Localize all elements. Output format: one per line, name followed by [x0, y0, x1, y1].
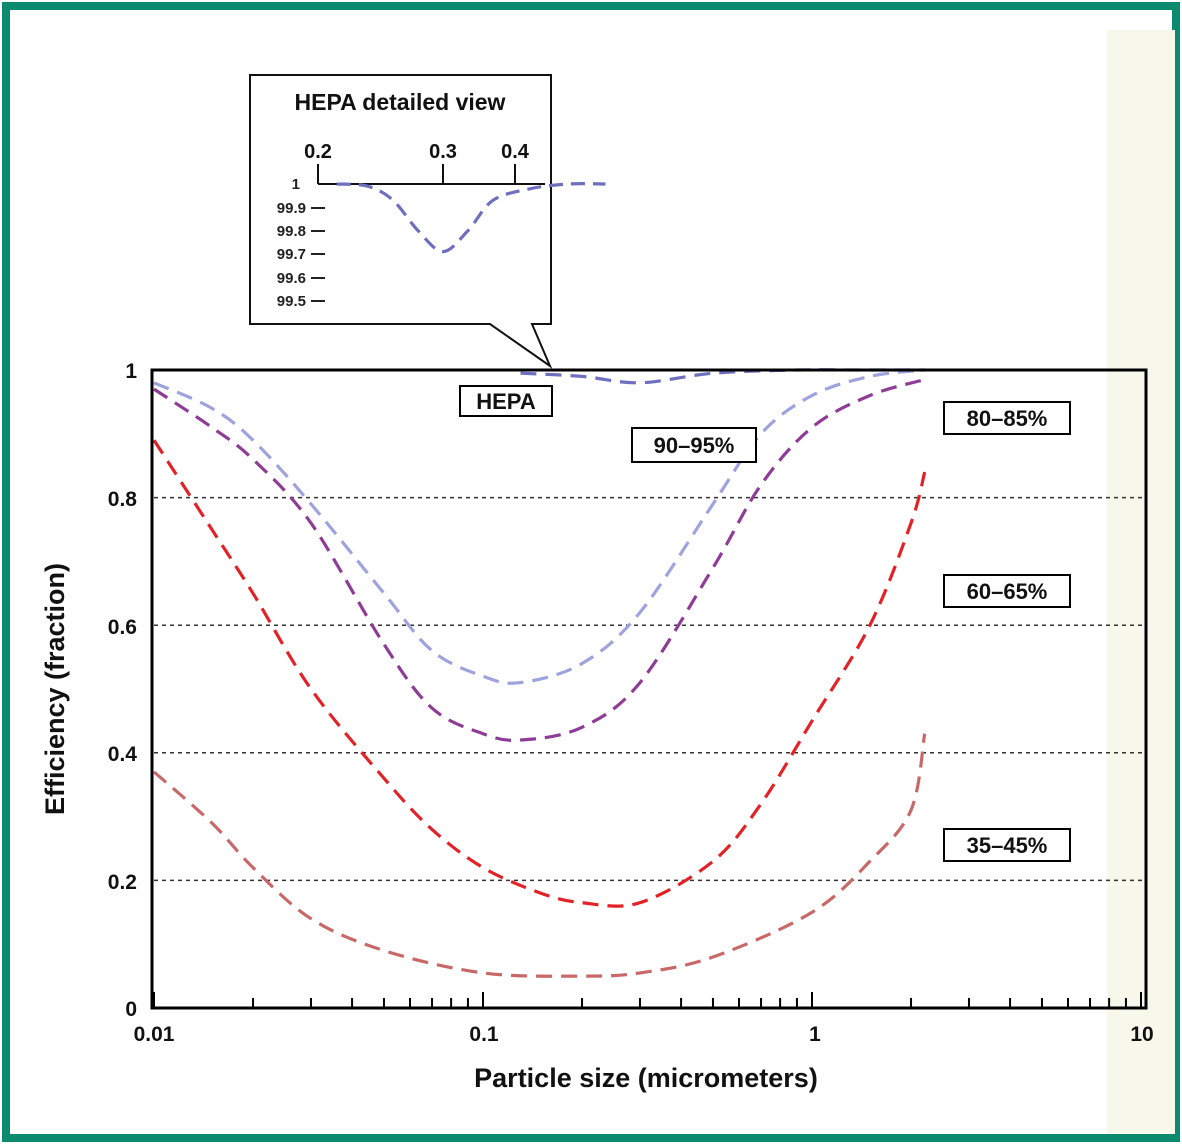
x-tick-labels: 0.01 0.1 1 10: [134, 1023, 1154, 1046]
series-label-35-45-text: 35–45%: [967, 833, 1048, 858]
series-label-90-95-text: 90–95%: [654, 433, 735, 458]
inset-y-tick-label: 99.9: [277, 200, 306, 217]
series-label-60-65-text: 60–65%: [967, 579, 1048, 604]
series-90-95-line: [153, 368, 925, 685]
inset-callout-box: [249, 74, 553, 369]
inset-curve-layer: [336, 182, 606, 254]
x-tick-label: 0.1: [469, 1023, 499, 1046]
inset-y-tick-labels: 1 99.9 99.8 99.7 99.6 99.5: [277, 176, 306, 310]
series-label-hepa-text: HEPA: [476, 389, 536, 414]
series-label-60-65: 60–65%: [943, 574, 1071, 608]
inset-y-tick-label: 1: [292, 176, 300, 193]
y-tick-label: 0.8: [108, 488, 138, 511]
inset-y-tick-label: 99.5: [277, 293, 306, 310]
side-panel: [1107, 30, 1175, 1134]
x-tick-label: 1: [809, 1023, 821, 1046]
series-80-85-line: [153, 378, 926, 742]
inset-y-tick-label: 99.7: [277, 246, 306, 263]
inset-y-tick-label: 99.6: [277, 270, 306, 287]
series-60-65-line: [152, 439, 927, 908]
inset-hepa-curve: [336, 182, 606, 254]
inset-x-tick-labels: 0.2 0.3 0.4: [304, 141, 530, 163]
series-label-hepa: HEPA: [459, 385, 553, 417]
hepa-inset: HEPA detailed view 0.2 0.3 0.4 1 99.9 99…: [249, 74, 606, 369]
y-tick-label: 0.2: [108, 871, 137, 894]
y-tick-label: 0: [125, 998, 137, 1021]
inset-y-dashes: [311, 207, 325, 302]
y-tick-labels: 0 0.2 0.4 0.6 0.8 1: [108, 360, 138, 1021]
y-tick-label: 0.4: [108, 743, 138, 766]
inset-x-tick-label: 0.2: [304, 141, 332, 163]
inset-x-ticks: [317, 164, 545, 185]
inset-x-tick-label: 0.4: [501, 141, 530, 163]
series-label-35-45: 35–45%: [943, 828, 1071, 862]
y-axis-title: Efficiency (fraction): [40, 563, 70, 815]
inset-y-tick-label: 99.8: [277, 223, 306, 240]
x-tick-label: 0.01: [134, 1023, 175, 1046]
y-tick-label: 0.6: [108, 616, 137, 639]
inset-title: HEPA detailed view: [295, 89, 506, 115]
plot-frame: [150, 368, 1148, 1010]
series-label-80-85-text: 80–85%: [967, 406, 1048, 431]
series-label-90-95: 90–95%: [631, 427, 757, 463]
inset-x-tick-label: 0.3: [429, 141, 457, 163]
x-tick-marks: [153, 992, 1142, 1008]
series-35-45-line: [152, 733, 927, 978]
x-tick-label: 10: [1130, 1023, 1153, 1046]
grid-layer: [154, 496, 1146, 882]
y-tick-label: 1: [125, 360, 137, 383]
series-label-80-85: 80–85%: [943, 401, 1071, 435]
x-axis-title: Particle size (micrometers): [474, 1063, 818, 1093]
